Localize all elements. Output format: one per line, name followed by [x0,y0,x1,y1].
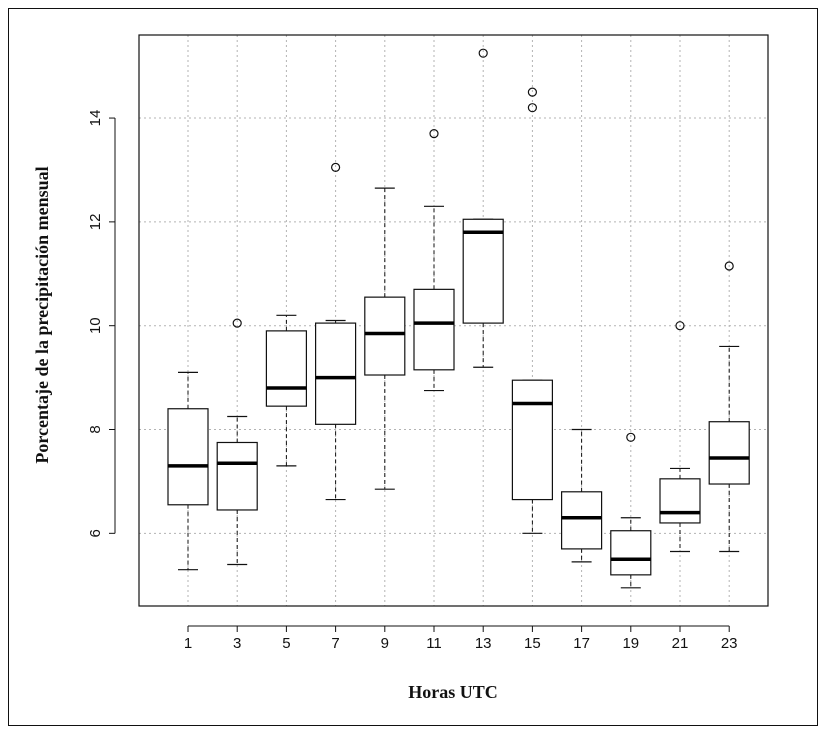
box-15 [511,87,554,534]
box-17 [560,428,603,563]
box-1 [167,371,209,571]
iqr-box [315,322,357,425]
box-13 [462,48,504,368]
iqr-box [167,408,209,506]
box-23 [708,261,750,553]
grid-lines [139,35,768,606]
iqr-box [462,218,504,324]
outlier-point [232,318,242,328]
box-21 [659,321,701,553]
iqr-box [265,330,307,407]
iqr-box [560,491,603,550]
box-19 [610,432,652,589]
y-tick-label: 10 [87,317,104,334]
box-11 [413,129,455,392]
outlier-point [527,103,538,113]
iqr-box [659,478,701,524]
x-tick-label: 1 [184,635,192,652]
iqr-box [511,379,554,501]
x-tick-label: 11 [426,635,442,652]
x-tick-label: 13 [475,635,492,652]
outlier-point [626,432,636,442]
x-tick-label: 5 [282,635,290,652]
iqr-box [610,530,652,576]
outlier-point [478,48,488,58]
x-tick-label: 23 [721,635,738,652]
x-tick-label: 3 [233,635,241,652]
iqr-box [413,288,455,371]
x-tick-label: 21 [672,635,689,652]
outlier-point [724,261,734,271]
x-tick-label: 19 [622,635,639,652]
iqr-box [364,296,406,376]
x-tick-label: 7 [331,635,339,652]
y-tick-label: 8 [87,425,104,433]
box-5 [265,314,307,467]
box-9 [364,187,406,490]
box-3 [216,318,258,566]
x-tick-label: 9 [381,635,389,652]
outlier-point [331,162,341,172]
x-tick-label: 17 [573,635,590,652]
box-series [167,48,750,589]
iqr-box [216,441,258,511]
y-tick-label: 14 [87,110,104,127]
x-axis-title: Horas UTC [408,682,498,702]
outlier-point [675,321,685,331]
box-7 [315,162,357,501]
y-tick-label: 12 [87,214,104,231]
y-axis-title: Porcentaje de la precipitación mensual [32,166,52,463]
y-tick-label: 6 [87,529,104,537]
outlier-point [429,129,439,139]
iqr-box [708,421,750,485]
plot-frame [138,34,769,607]
outlier-point [527,87,538,97]
x-tick-label: 15 [524,635,541,652]
